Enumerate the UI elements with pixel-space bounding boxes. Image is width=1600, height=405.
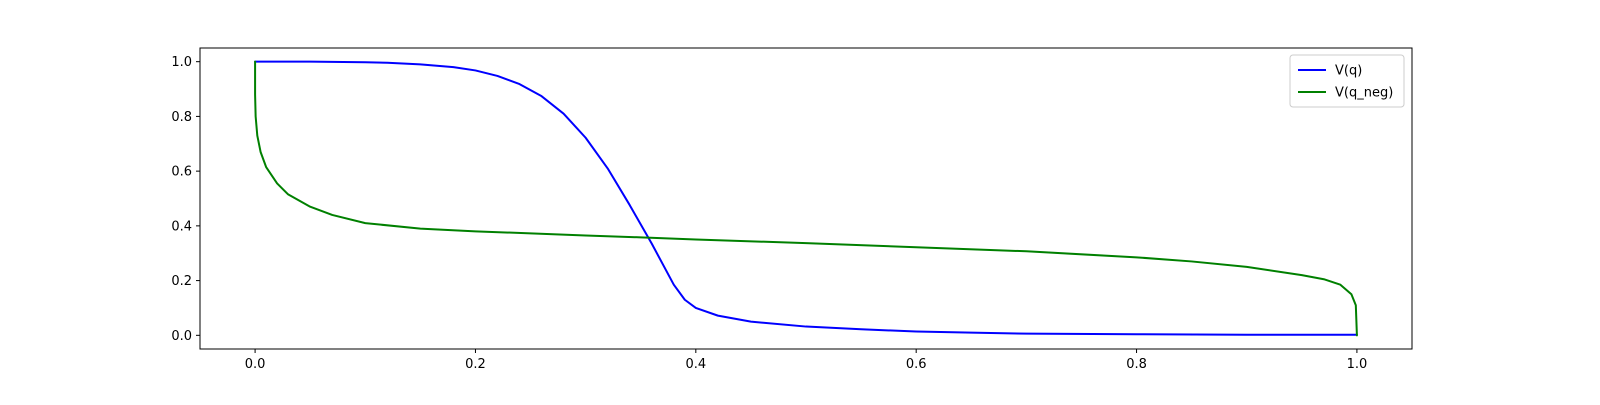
x-tick-label: 0.2 — [465, 357, 486, 372]
legend-label-1: V(q_neg) — [1335, 86, 1393, 101]
y-tick-label: 0.0 — [171, 329, 192, 344]
y-tick-label: 0.2 — [171, 274, 192, 289]
x-tick-label: 1.0 — [1347, 357, 1368, 372]
axes-layer: 0.0 0.2 0.4 0.6 0.8 1.0 0.0 0.2 0.4 0.6 0.8 1.0 — [171, 55, 1367, 372]
y-tick-label: 0.8 — [171, 110, 192, 125]
y-tick-label: 1.0 — [171, 55, 192, 70]
plot-frame — [199, 47, 1413, 350]
x-tick-label: 0.0 — [245, 357, 266, 372]
x-tick-label: 0.6 — [906, 357, 927, 372]
legend-box — [1289, 54, 1405, 108]
y-tick-label: 0.4 — [171, 219, 192, 234]
legend: V(q) V(q_neg) — [1289, 54, 1405, 108]
series-line-0 — [254, 60, 1358, 336]
series-layer — [254, 60, 1358, 337]
x-tick-label: 0.8 — [1126, 357, 1147, 372]
series-line-1 — [254, 60, 1358, 337]
legend-label-0: V(q) — [1335, 64, 1362, 79]
x-tick-label: 0.4 — [685, 357, 706, 372]
y-tick-label: 0.6 — [171, 165, 192, 180]
